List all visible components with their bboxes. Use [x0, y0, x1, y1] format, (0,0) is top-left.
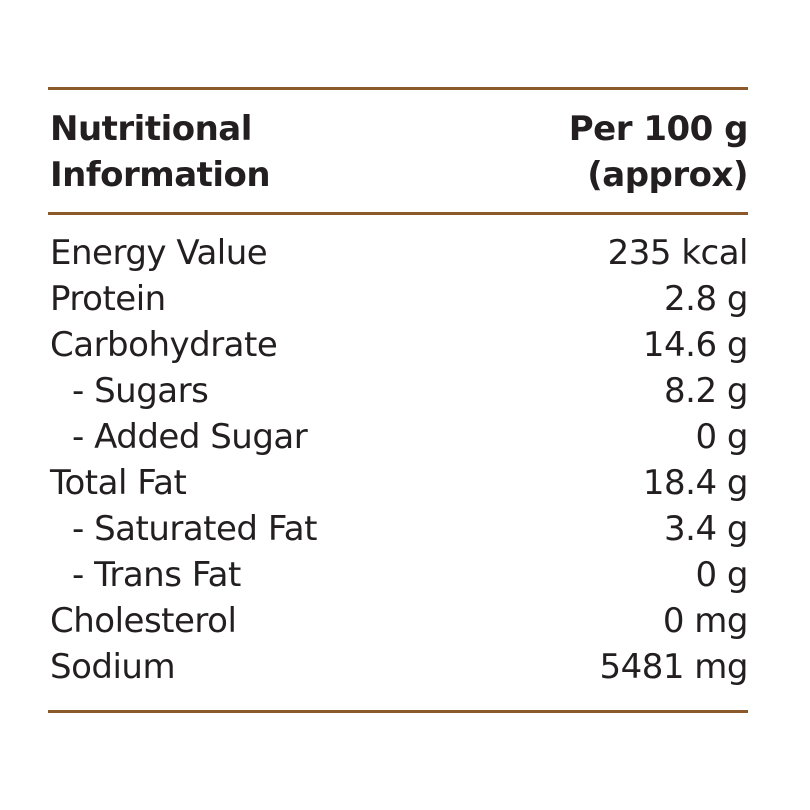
- nutrient-name: - Trans Fat: [72, 555, 241, 595]
- nutrient-name: Energy Value: [50, 233, 268, 273]
- nutrient-name: Protein: [50, 279, 166, 319]
- nutrient-amount: 235 kcal: [607, 233, 749, 273]
- nutrient-amount: 0 g: [695, 417, 748, 457]
- nutrient-amount: 0 g: [695, 555, 748, 595]
- nutrient-amount: 14.6 g: [642, 325, 749, 365]
- nutrient-name: - Saturated Fat: [72, 509, 317, 549]
- header-amount: (approx): [587, 155, 748, 195]
- bottom-rule: [48, 710, 748, 713]
- header-label: Nutritional: [50, 109, 252, 149]
- nutrient-name: Cholesterol: [50, 601, 237, 641]
- nutrient-name: Total Fat: [50, 463, 187, 503]
- header-rule: [48, 212, 748, 215]
- nutrient-name: - Sugars: [72, 371, 209, 411]
- nutrient-amount: 3.4 g: [664, 509, 748, 549]
- nutrient-amount: 0 mg: [662, 601, 749, 641]
- nutrient-amount: 8.2 g: [664, 371, 748, 411]
- header-amount: Per 100 g: [568, 109, 749, 149]
- header-label: Information: [50, 155, 271, 195]
- nutrient-amount: 18.4 g: [642, 463, 749, 503]
- nutrient-amount: 2.8 g: [664, 279, 748, 319]
- nutrient-name: Carbohydrate: [50, 325, 278, 365]
- top-rule: [48, 87, 748, 90]
- nutrient-amount: 5481 mg: [599, 647, 748, 687]
- nutrient-name: - Added Sugar: [72, 417, 308, 457]
- nutrient-name: Sodium: [50, 647, 176, 687]
